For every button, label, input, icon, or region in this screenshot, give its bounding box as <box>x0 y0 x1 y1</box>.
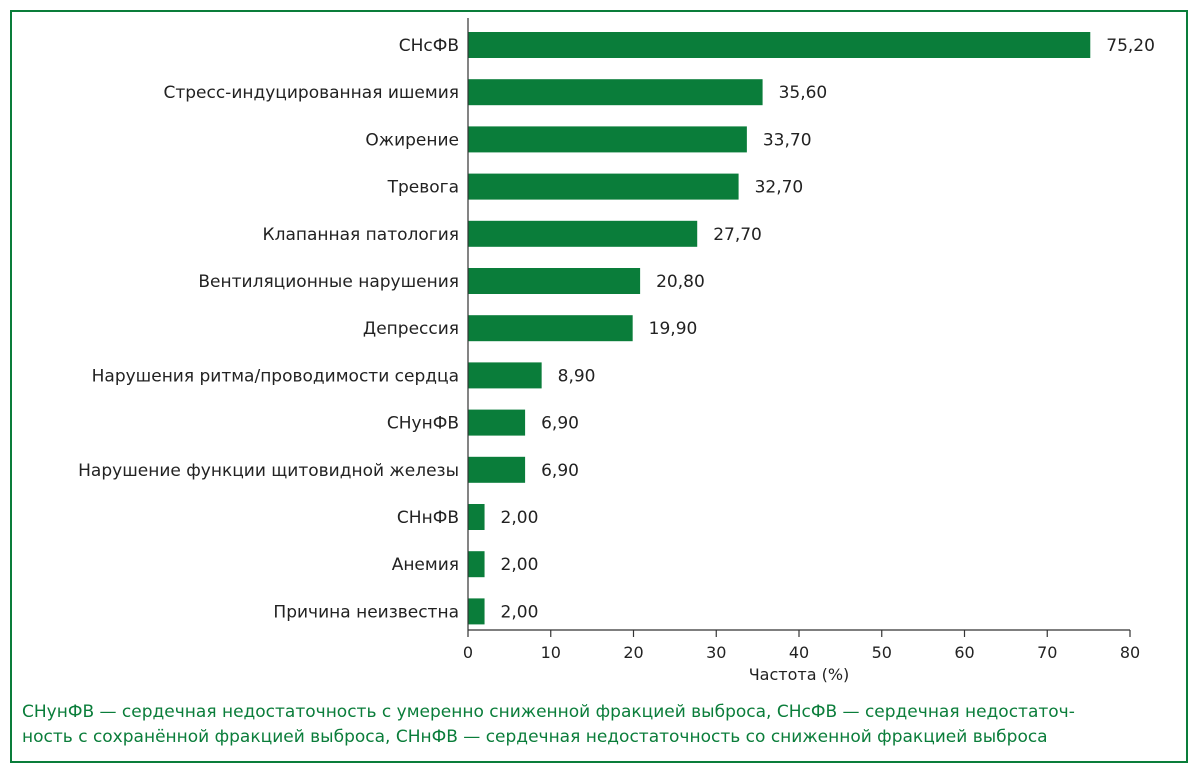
bar <box>468 79 763 106</box>
value-label: 27,70 <box>713 225 762 245</box>
bar <box>468 598 485 625</box>
x-tick-label: 40 <box>789 643 809 662</box>
bar <box>468 456 526 483</box>
category-label: СНсФВ <box>399 36 459 56</box>
bars-layer <box>468 32 1091 625</box>
x-tick-label: 30 <box>706 643 726 662</box>
category-label: СНунФВ <box>387 414 459 434</box>
x-tick-label: 20 <box>623 643 643 662</box>
x-tick-label: 60 <box>954 643 974 662</box>
value-label: 20,80 <box>656 272 705 292</box>
value-label: 2,00 <box>501 602 539 622</box>
bar <box>468 220 698 247</box>
category-label: Ожирение <box>365 130 459 150</box>
bar-chart: СНсФВ Стресс-индуцированная ишемия Ожирени… <box>78 18 1155 684</box>
bar <box>468 32 1091 58</box>
bar <box>468 126 747 153</box>
value-label: 75,20 <box>1106 36 1155 56</box>
value-label: 33,70 <box>763 130 812 150</box>
x-tick-label: 0 <box>463 643 473 662</box>
bar <box>468 268 641 294</box>
bar <box>468 504 485 530</box>
category-label: Причина неизвестна <box>273 602 459 622</box>
category-label: Клапанная патология <box>263 225 459 245</box>
value-label: 6,90 <box>541 414 579 434</box>
bar <box>468 173 739 200</box>
value-label: 2,00 <box>501 508 539 528</box>
x-tick-label: 10 <box>541 643 561 662</box>
footnote-line-2: ность с сохранённой фракцией выброса, СН… <box>22 727 1048 747</box>
x-ticks-layer: 0 10 20 30 40 50 60 70 80 <box>463 630 1140 662</box>
bar <box>468 315 633 342</box>
x-tick-label: 50 <box>872 643 892 662</box>
x-tick-label: 70 <box>1037 643 1057 662</box>
figure-frame <box>10 10 1188 763</box>
bar <box>468 362 542 389</box>
value-labels-layer: 75,20 35,60 33,70 32,70 27,70 20,80 19,90 8,90 6… <box>501 36 1155 622</box>
category-label: Нарушение функции щитовидной железы <box>78 461 459 481</box>
x-tick-label: 80 <box>1120 643 1140 662</box>
value-label: 6,90 <box>541 461 579 481</box>
footnote: СНунФВ — сердечная недостаточность с уме… <box>22 700 1182 750</box>
category-labels-layer: СНсФВ Стресс-индуцированная ишемия Ожирени… <box>78 36 459 622</box>
category-label: Тревога <box>387 178 459 198</box>
category-label: Вентиляционные нарушения <box>198 272 459 292</box>
value-label: 35,60 <box>779 83 828 103</box>
footnote-line-1: СНунФВ — сердечная недостаточность с уме… <box>22 702 1075 722</box>
bar <box>468 409 526 436</box>
value-label: 19,90 <box>649 319 698 339</box>
x-axis-title: Частота (%) <box>749 665 850 684</box>
category-label: Анемия <box>392 555 459 575</box>
category-label: Депрессия <box>363 319 459 339</box>
category-label: Стресс-индуцированная ишемия <box>163 83 459 103</box>
category-label: СНнФВ <box>397 508 459 528</box>
value-label: 8,90 <box>558 366 596 386</box>
value-label: 2,00 <box>501 555 539 575</box>
value-label: 32,70 <box>755 178 804 198</box>
bar <box>468 551 485 578</box>
category-label: Нарушения ритма/проводимости сердца <box>92 366 459 386</box>
